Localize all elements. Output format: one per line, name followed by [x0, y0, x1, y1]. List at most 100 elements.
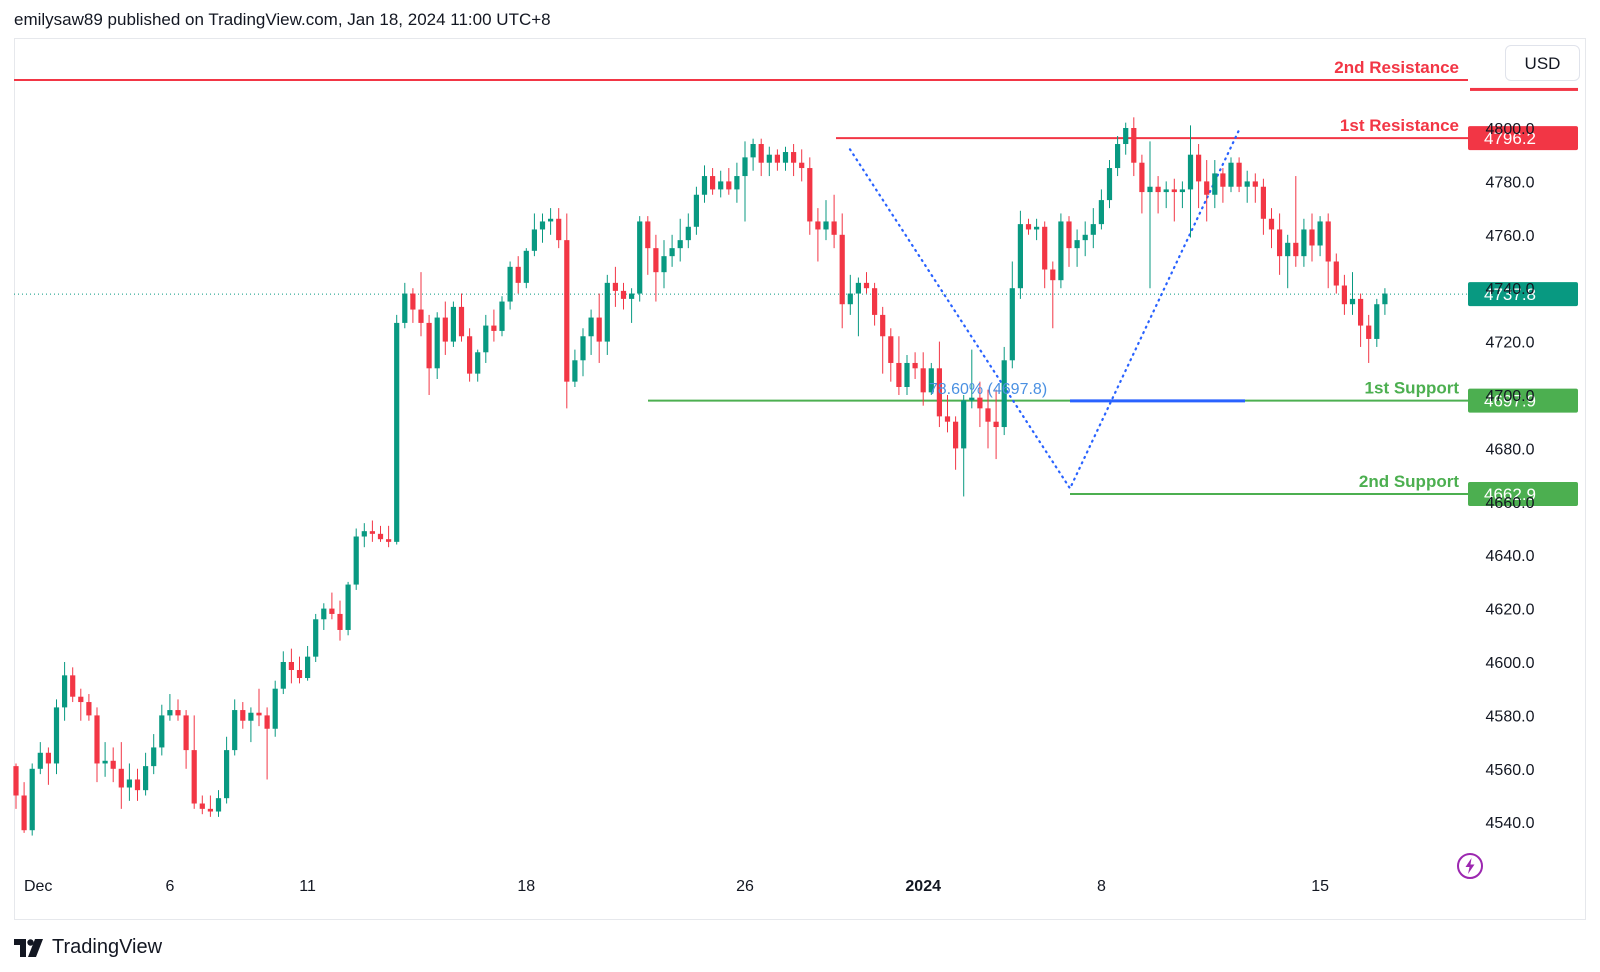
candle-body	[920, 368, 926, 393]
candle	[191, 715, 197, 809]
candle	[596, 293, 602, 363]
candle-body	[86, 702, 92, 716]
candle	[855, 277, 861, 337]
candle-body	[742, 157, 748, 177]
candle	[377, 525, 384, 542]
candle	[1163, 181, 1169, 209]
candle-body	[264, 715, 270, 729]
candle-body	[669, 248, 675, 257]
candle	[1301, 218, 1307, 267]
candle-body	[1244, 181, 1250, 187]
y-tick-label: 4700.0	[1486, 388, 1535, 405]
candle-body	[1009, 288, 1015, 361]
candle	[467, 328, 473, 382]
candle-body	[215, 798, 222, 812]
candle	[863, 272, 870, 294]
candle-body	[13, 766, 19, 796]
candle-body	[377, 533, 384, 540]
candle-body	[556, 218, 562, 241]
candle-body	[345, 584, 351, 630]
candle-body	[726, 181, 732, 190]
candle-body	[758, 144, 764, 163]
candle	[977, 381, 983, 428]
candle-body	[612, 282, 618, 291]
candle	[1341, 274, 1347, 315]
candle	[386, 525, 392, 548]
candle	[1115, 136, 1121, 177]
candle	[1147, 141, 1153, 289]
candle-body	[280, 662, 286, 689]
candle-body	[872, 288, 878, 315]
candle-body	[766, 154, 772, 163]
candle-body	[1147, 186, 1153, 193]
x-tick-label: 6	[165, 878, 174, 895]
candle	[280, 651, 286, 695]
candle-body	[961, 400, 967, 449]
currency-button[interactable]: USD	[1505, 45, 1580, 81]
candle-body	[1042, 226, 1048, 270]
candle	[1090, 208, 1096, 249]
candle	[831, 194, 837, 249]
candle	[653, 234, 659, 302]
candle-body	[969, 397, 975, 401]
candle	[78, 688, 84, 721]
candle	[669, 234, 675, 267]
y-tick-label: 4540.0	[1486, 815, 1535, 832]
candle	[1349, 272, 1356, 315]
candle	[1204, 160, 1210, 222]
candle-body	[499, 301, 505, 331]
y-tick-label: 4760.0	[1486, 228, 1535, 245]
candle-body	[799, 162, 805, 169]
candle-body	[1333, 261, 1339, 286]
candle-body	[1025, 224, 1032, 230]
candle	[248, 707, 254, 743]
candle-body	[620, 290, 627, 299]
candle-body	[1155, 186, 1161, 193]
candle-body	[240, 710, 246, 721]
candle	[531, 213, 537, 257]
candle-body	[126, 779, 132, 788]
y-tick-label: 4620.0	[1486, 602, 1535, 619]
candle-body	[1358, 298, 1364, 326]
candle	[620, 282, 627, 310]
candle-body	[1374, 304, 1380, 339]
candle-body	[248, 712, 254, 721]
candle	[215, 790, 222, 817]
candle	[70, 667, 76, 703]
candle	[1171, 178, 1177, 222]
candle	[21, 782, 27, 833]
candle-body	[580, 336, 586, 361]
candle	[734, 162, 740, 203]
candle-body	[888, 336, 894, 363]
candle	[13, 763, 19, 809]
candle-body	[143, 766, 149, 791]
candle-body	[1309, 229, 1315, 246]
candle-body	[912, 362, 918, 369]
lightning-icon[interactable]	[1456, 852, 1484, 880]
candle-body	[604, 282, 610, 342]
candle	[1025, 218, 1032, 235]
candle	[726, 168, 732, 195]
candle	[693, 186, 699, 235]
brand-name: TradingView	[52, 936, 163, 958]
candle-body	[564, 240, 570, 382]
candle	[37, 742, 43, 775]
candle	[264, 707, 270, 780]
candle	[961, 395, 967, 497]
candle	[1309, 213, 1315, 262]
candle	[102, 742, 108, 777]
candle	[985, 389, 991, 449]
candle-body	[1001, 360, 1007, 428]
candle	[426, 314, 432, 395]
candle	[1333, 253, 1339, 294]
candle	[629, 288, 635, 323]
candle-body	[750, 144, 756, 158]
candle-body	[402, 293, 408, 323]
candle	[872, 282, 878, 326]
candle-body	[831, 221, 837, 235]
candle	[288, 648, 294, 684]
candle	[823, 200, 829, 241]
candle	[701, 165, 708, 203]
candle-body	[53, 707, 60, 764]
